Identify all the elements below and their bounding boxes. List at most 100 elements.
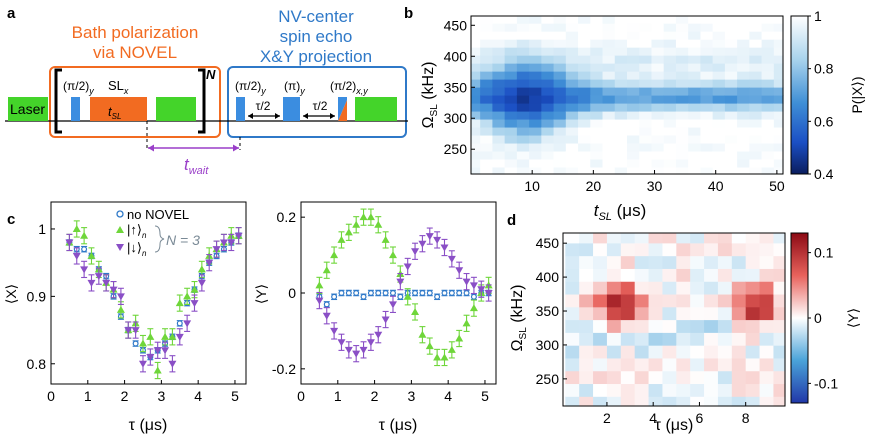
heatmap-b-cell	[749, 102, 763, 112]
plot-c-right-ylabel: ⟨Y⟩	[253, 284, 269, 304]
plot-c-right-up-point	[440, 353, 449, 361]
plot-c-left-up-point	[190, 285, 199, 293]
heatmap-b-cell	[471, 134, 481, 144]
heatmap-b-cell	[471, 102, 481, 112]
plot-c-right-xtick-label: 5	[481, 388, 489, 404]
heatmap-d-cell	[634, 242, 650, 257]
heatmap-b-cell	[504, 95, 518, 104]
heatmap-d-cell	[759, 357, 775, 372]
heatmap-b-cell	[529, 118, 542, 128]
heatmap-b-cell	[724, 150, 738, 160]
heatmap-b-cell	[492, 79, 506, 88]
heatmap-b-cell	[553, 31, 567, 40]
heatmap-b-cell	[737, 39, 750, 48]
plot-c-right-down-point	[477, 286, 486, 294]
heatmap-d-cell	[662, 345, 677, 359]
heatmap-b-cell	[492, 118, 506, 128]
heatmap-b-cell	[578, 79, 591, 88]
heatmap-b-cell	[675, 31, 689, 40]
heatmap-d-cell	[662, 255, 677, 269]
heatmap-b-cell	[773, 134, 784, 144]
heatmap-b-cell	[761, 63, 775, 72]
heatmap-b-cell	[627, 118, 640, 128]
heatmap-b-cell	[700, 23, 714, 32]
heatmap-b-cell	[516, 47, 530, 56]
heatmap-b-cell	[541, 142, 555, 152]
plot-c-left-xtick-label: 3	[157, 388, 165, 404]
heatmap-b-cell	[639, 79, 653, 88]
heatmap-b-cell	[761, 134, 775, 144]
plot-c-left-up-point	[153, 366, 162, 374]
heatmap-b-cell	[700, 79, 714, 88]
heatmap-b-cell	[471, 79, 481, 88]
heatmap-b-cell	[712, 142, 726, 152]
heatmap-b-cell	[737, 150, 750, 160]
heatmap-d-cell	[620, 396, 636, 407]
heatmap-b-cell	[688, 150, 702, 160]
heatmap-b-cell	[516, 31, 530, 40]
heatmap-b-cell	[773, 55, 784, 64]
heatmap-d-cell	[676, 306, 691, 321]
heatmap-b-cell	[578, 55, 591, 64]
heatmap-b-cell	[578, 95, 591, 104]
heatmap-d-cell	[593, 293, 608, 308]
heatmap-b-cell	[639, 150, 653, 160]
plot-c-right-up-point	[455, 334, 464, 342]
heatmap-b-cell	[737, 79, 750, 88]
heatmap-b-cell	[651, 158, 665, 168]
heatmap-b-cell	[578, 16, 591, 24]
heatmap-d-cell	[690, 396, 705, 407]
plot-c-right-up-point	[352, 220, 361, 228]
heatmap-b-cell	[614, 126, 628, 136]
heatmap-d-cell	[704, 370, 719, 385]
heatmap-d-cell	[565, 233, 580, 244]
heatmap-d	[565, 233, 786, 407]
heatmap-b-xtick-label: 30	[647, 178, 663, 194]
heatmap-d-xlabel: τ (μs)	[655, 417, 694, 434]
heatmap-b-cell	[492, 63, 506, 72]
plot-c-legend: no NOVEL |↑⟩n |↓⟩n N = 3	[116, 207, 200, 258]
heatmap-b-cell	[773, 110, 784, 120]
heatmap-d-cell	[606, 281, 622, 295]
heatmap-b-cell	[578, 87, 591, 96]
heatmap-b-cell	[688, 166, 702, 175]
heatmap-d-cell	[773, 383, 786, 397]
heatmap-d-cell	[717, 293, 733, 308]
heatmap-b-cell	[553, 158, 567, 168]
plot-c-right-up-point	[374, 220, 383, 228]
heatmap-d-cell	[759, 345, 775, 359]
heatmap-b-cell	[516, 79, 530, 88]
heatmap-b-cell	[590, 87, 604, 96]
heatmap-b-cell	[724, 39, 738, 48]
heatmap-b-cell	[504, 71, 518, 80]
heatmap-b-cell	[761, 126, 775, 136]
heatmap-b-cell	[480, 126, 494, 136]
heatmap-b-cell	[712, 150, 726, 160]
plot-c-left-down-point	[138, 360, 147, 368]
heatmap-b-cell	[471, 150, 481, 160]
heatmap-b-cell	[602, 39, 616, 48]
heatmap-b-cell	[737, 110, 750, 120]
heatmap-d-cell	[606, 255, 622, 269]
heatmap-d-cell	[565, 255, 580, 269]
heatmap-b-cell	[614, 158, 628, 168]
heatmap-b-cell	[492, 23, 506, 32]
heatmap-b-cell	[480, 118, 494, 128]
heatmap-d-cell	[690, 319, 705, 333]
heatmap-b-cell	[578, 71, 591, 80]
heatmap-b-cell	[565, 134, 579, 144]
heatmap-d-cell	[745, 233, 761, 244]
heatmap-d-cell	[662, 293, 677, 308]
heatmap-b-cell	[773, 79, 784, 88]
plot-c-right-novel-point	[360, 293, 367, 300]
heatmap-b-xtick-label: 20	[586, 178, 602, 194]
heatmap-b-cell	[602, 16, 616, 24]
plot-c-left-up-point	[175, 299, 184, 307]
heatmap-b-cell	[688, 142, 702, 152]
heatmap-b-cell	[688, 95, 702, 104]
heatmap-b-cell	[761, 166, 775, 175]
heatmap-d-cell	[717, 281, 733, 295]
heatmap-b-cell	[553, 39, 567, 48]
heatmap-b-cell	[712, 63, 726, 72]
heatmap-b-cell	[712, 16, 726, 24]
